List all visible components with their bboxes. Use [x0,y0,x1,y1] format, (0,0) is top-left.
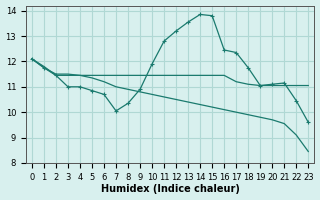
X-axis label: Humidex (Indice chaleur): Humidex (Indice chaleur) [101,184,240,194]
